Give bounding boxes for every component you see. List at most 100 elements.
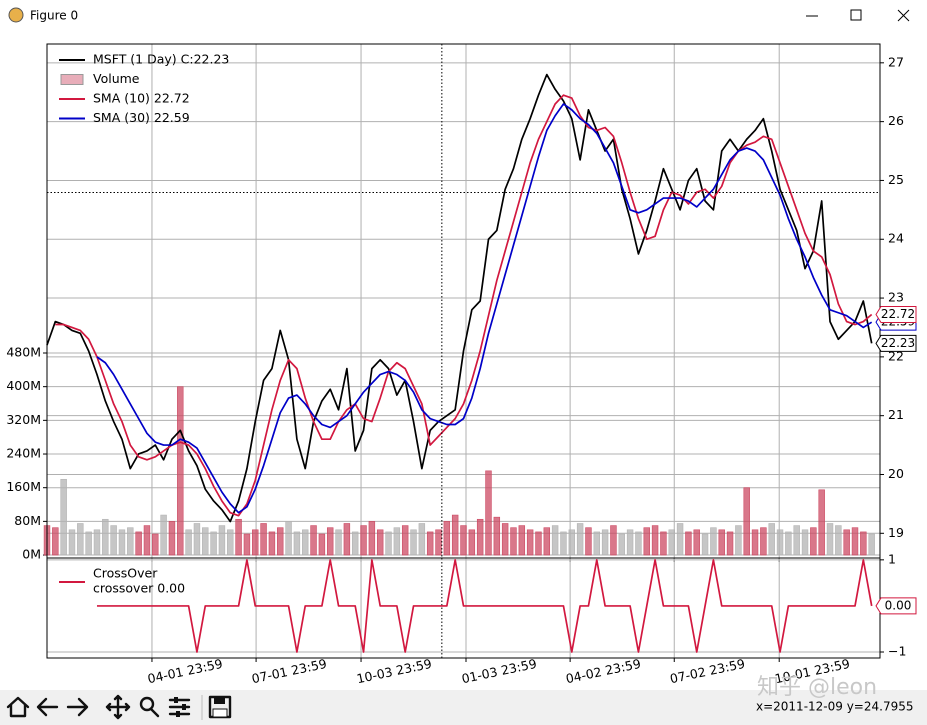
volume-bar (718, 529, 725, 556)
volume-bar (743, 487, 750, 556)
volume-bar (168, 521, 176, 556)
volume-bar (102, 518, 109, 556)
volume-bar (143, 525, 151, 556)
volume-bar (860, 531, 867, 556)
volume-bar (518, 525, 526, 556)
volume-bar (618, 533, 625, 556)
volume-bar (310, 525, 317, 556)
volume-bar (227, 529, 234, 556)
volume-bar (52, 527, 59, 556)
volume-bar (418, 523, 426, 556)
y-tick-label: 22 (888, 348, 904, 363)
volume-bar (185, 529, 192, 556)
y2-tick-label: 240M (6, 446, 41, 461)
y-tick-label: 1 (888, 551, 896, 566)
legend-label: Volume (93, 71, 140, 86)
back-button[interactable] (36, 697, 59, 717)
y-tick-label: 20 (888, 466, 904, 481)
save-button[interactable] (208, 695, 232, 719)
volume-bar (135, 531, 142, 556)
volume-bar (193, 523, 201, 556)
volume-bar (851, 527, 859, 556)
window-title: Figure 0 (30, 9, 78, 23)
volume-bar (835, 525, 842, 556)
volume-bar (818, 489, 825, 556)
volume-bar (701, 533, 709, 556)
volume-bar (277, 527, 284, 556)
volume-bar (593, 531, 600, 556)
volume-bar (685, 531, 692, 556)
volume-bar (801, 529, 809, 556)
value-badge-label: 22.23 (881, 336, 915, 350)
volume-bar (235, 518, 242, 556)
y2-tick-label: 0M (22, 547, 41, 562)
y2-tick-label: 320M (6, 412, 41, 427)
volume-bar (152, 533, 159, 556)
zoom-button[interactable] (139, 696, 160, 718)
volume-bar (451, 514, 459, 556)
volume-bar (468, 529, 476, 556)
volume-bar (318, 533, 326, 556)
legend-label: SMA (30) 22.59 (93, 110, 190, 125)
volume-bar (826, 523, 834, 556)
volume-bar (210, 531, 217, 556)
volume-bar (368, 521, 376, 556)
volume-bar (476, 518, 484, 556)
forward-button[interactable] (66, 697, 89, 717)
volume-bar (568, 529, 576, 556)
title-bar: Figure 0 (8, 7, 910, 23)
y-tick-label: −1 (888, 644, 906, 659)
volume-bar (610, 525, 617, 556)
volume-bar (426, 531, 434, 556)
volume-bar (576, 523, 584, 556)
value-badge-label: 0.00 (885, 598, 912, 612)
value-badge (875, 334, 917, 352)
volume-bar (726, 531, 734, 556)
volume-bar (177, 386, 184, 556)
app-icon (8, 7, 24, 23)
y2-tick-label: 400M (6, 378, 41, 393)
y-tick-label: 26 (888, 113, 904, 128)
volume-bar (493, 516, 501, 556)
volume-bar (735, 525, 742, 556)
volume-bar (118, 529, 126, 556)
volume-bar (793, 525, 800, 556)
y-tick-label: 24 (888, 231, 904, 246)
volume-bar (77, 523, 84, 556)
volume-bar (93, 529, 101, 556)
close-button[interactable] (897, 9, 910, 22)
maximize-button[interactable] (850, 9, 862, 21)
y-tick-label: 23 (888, 290, 904, 305)
volume-bar (202, 527, 209, 556)
volume-bar (626, 529, 634, 556)
volume-bar (760, 527, 767, 556)
legend-title: CrossOver (93, 566, 158, 581)
volume-bar (243, 533, 251, 556)
y2-tick-label: 80M (14, 513, 41, 528)
series-line (96, 103, 873, 514)
y2-tick-label: 160M (6, 479, 41, 494)
volume-bar (776, 529, 784, 556)
volume-bar (693, 529, 700, 556)
volume-bar (510, 527, 517, 556)
volume-bar (385, 531, 392, 556)
volume-bar (601, 529, 609, 556)
volume-bar (810, 527, 817, 556)
volume-bar (393, 527, 401, 556)
home-button[interactable] (6, 696, 30, 718)
volume-bar (768, 523, 775, 556)
volume-bar (843, 529, 850, 556)
volume-bar (293, 531, 301, 556)
volume-bar (551, 525, 559, 556)
pan-button[interactable] (105, 694, 131, 720)
volume-bar (268, 531, 276, 556)
volume-bar (535, 531, 542, 556)
value-badge (875, 597, 917, 615)
volume-bar (343, 523, 351, 556)
configure-button[interactable] (168, 697, 191, 717)
volume-bar (560, 531, 567, 556)
legend-label: MSFT (1 Day) C:22.23 (93, 52, 229, 67)
volume-bar (785, 531, 792, 556)
